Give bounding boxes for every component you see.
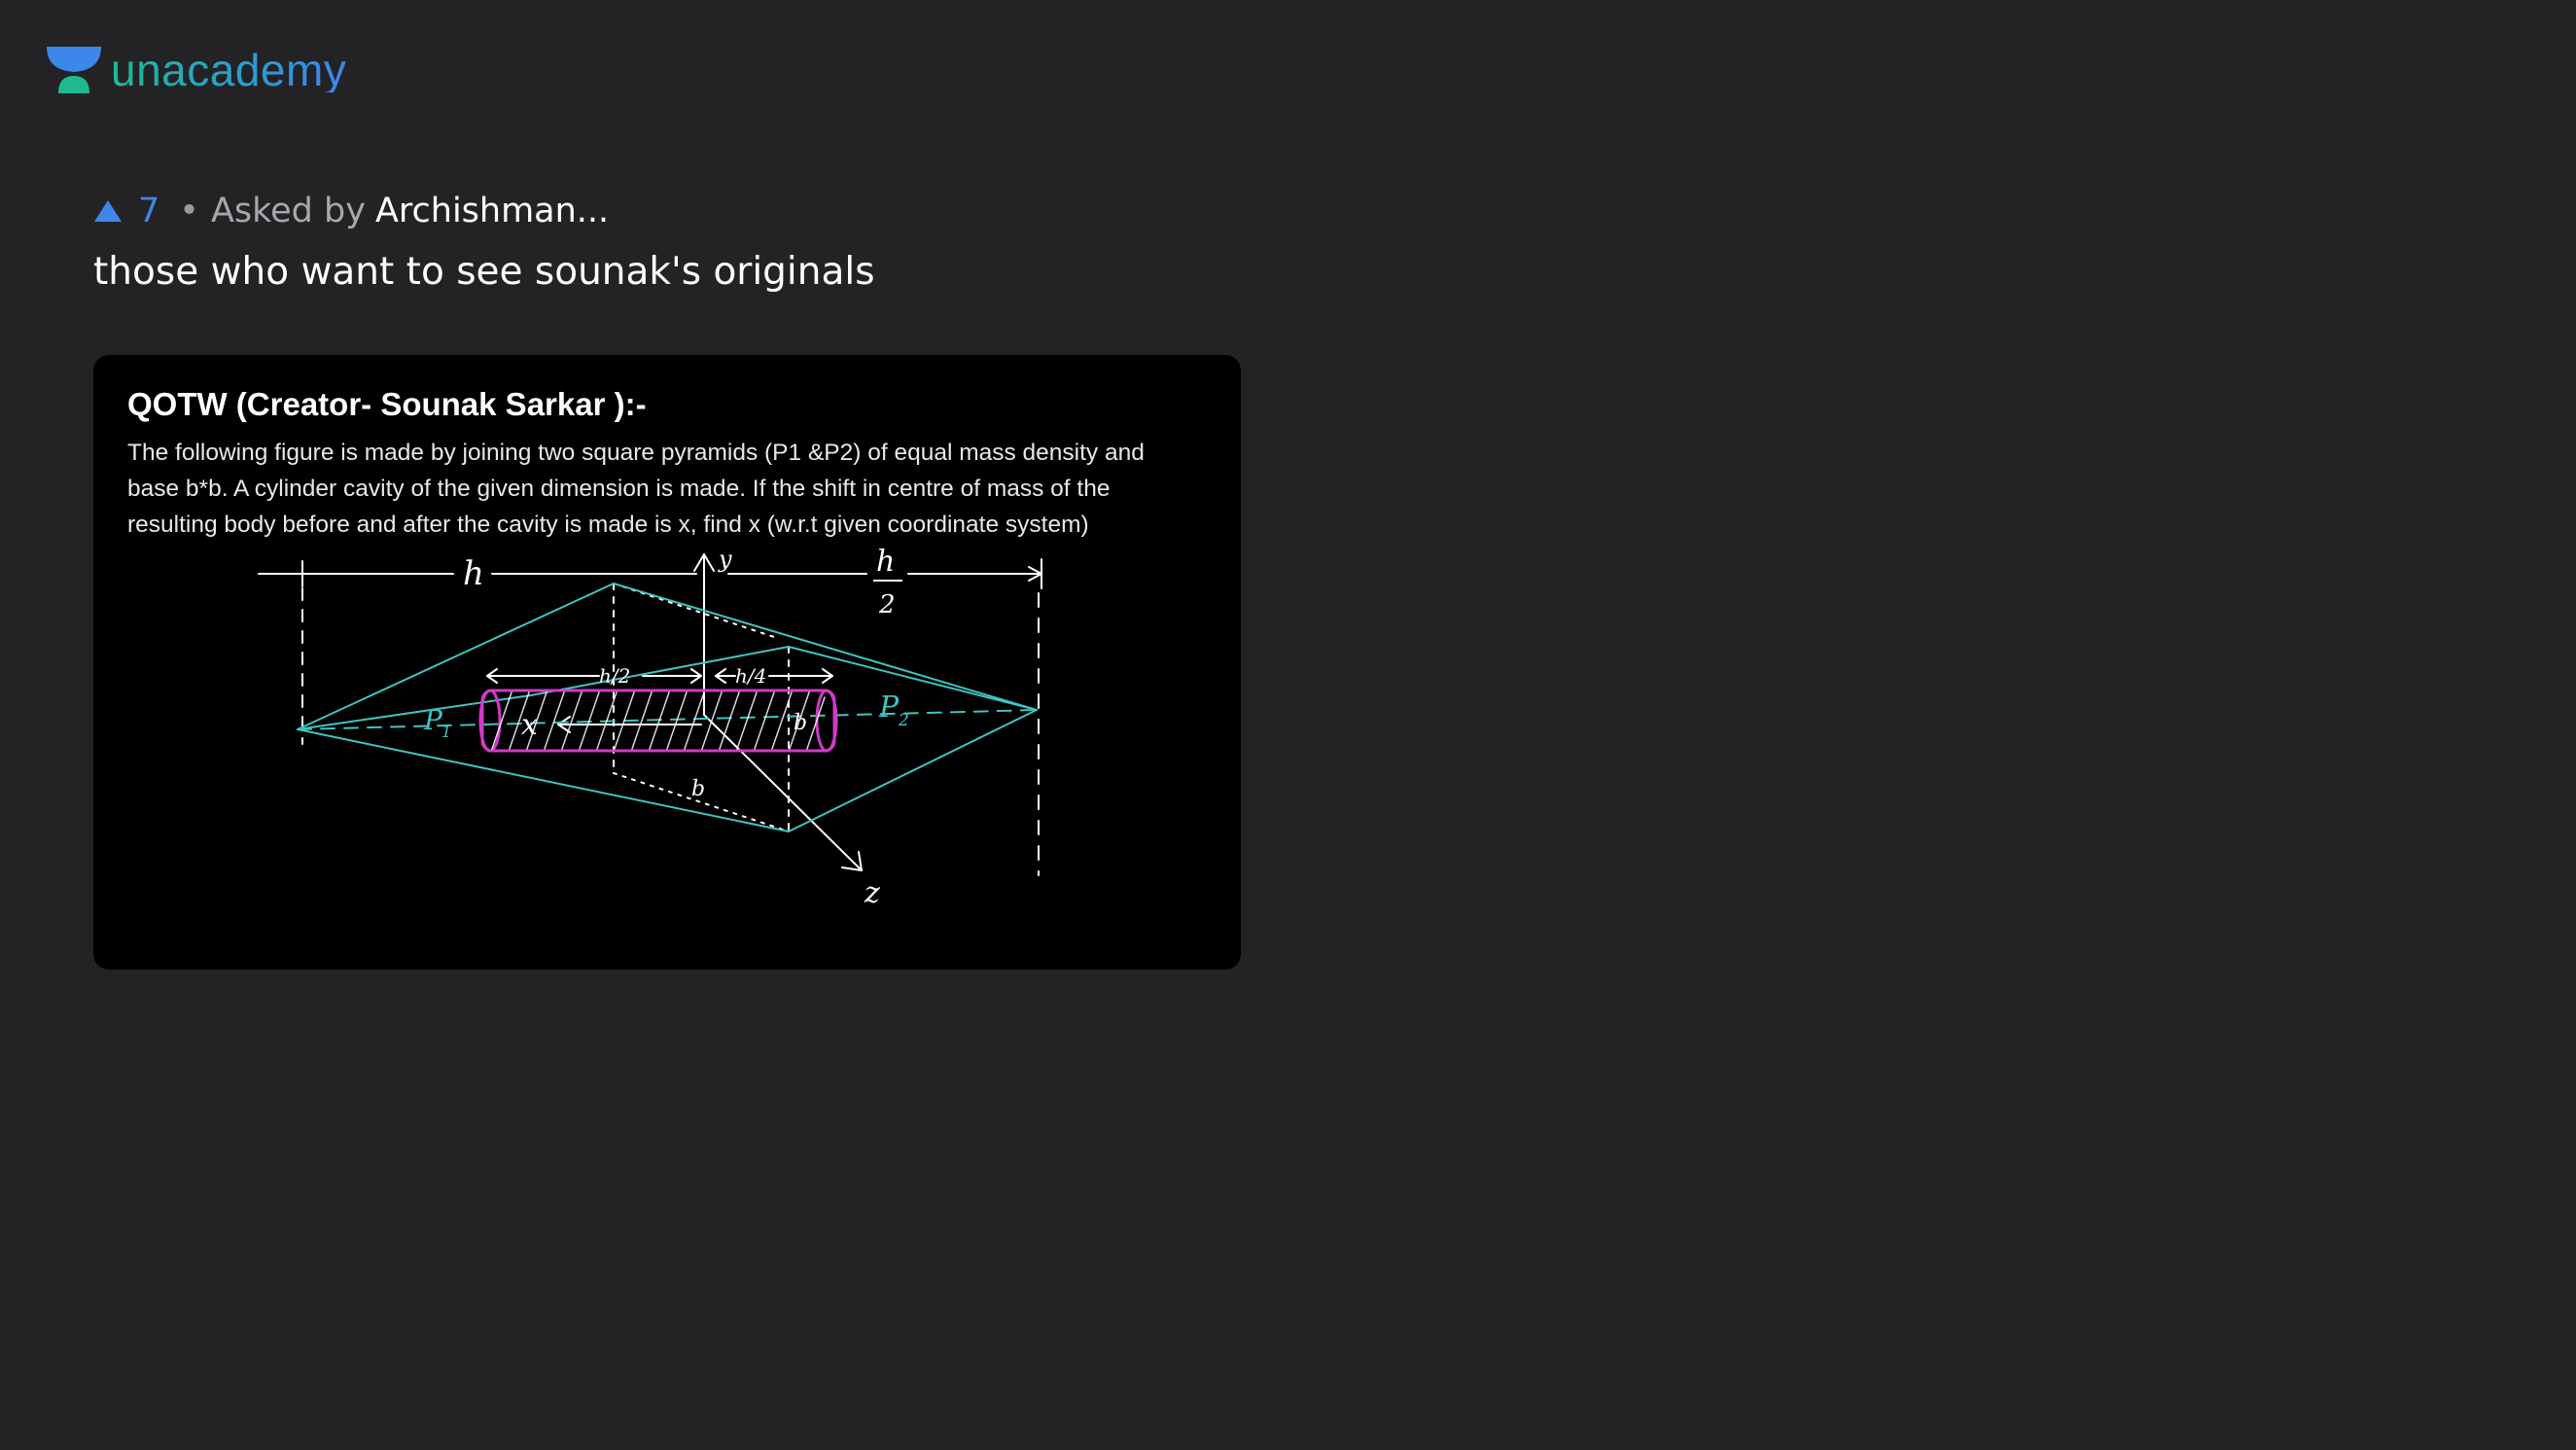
unacademy-logo[interactable]: unacademy bbox=[45, 41, 346, 99]
upvote-icon[interactable] bbox=[93, 199, 123, 223]
label-x: x bbox=[521, 708, 538, 742]
author-name[interactable]: Archishman... bbox=[374, 192, 610, 230]
label-p1-sub: 1 bbox=[441, 723, 451, 741]
label-p2-sub: 2 bbox=[898, 711, 909, 730]
label-b-bottom: b bbox=[691, 777, 705, 801]
meta-separator: • bbox=[179, 192, 199, 230]
attachment-body-line: The following figure is made by joining … bbox=[127, 440, 1145, 466]
attachment-body-line: resulting body before and after the cavi… bbox=[127, 512, 1089, 538]
attachment-body: The following figure is made by joining … bbox=[127, 435, 1217, 543]
asked-by-label: Asked by bbox=[210, 192, 366, 230]
label-h-half-num: h bbox=[876, 545, 895, 579]
label-p2: P bbox=[878, 690, 900, 725]
label-h: h bbox=[463, 554, 484, 593]
label-y-axis: y bbox=[718, 546, 732, 573]
upvote-count: 7 bbox=[138, 192, 160, 230]
question-attachment-image[interactable]: QOTW (Creator- Sounak Sarkar ):- The fol… bbox=[93, 355, 1241, 970]
label-h-over-4: h/4 bbox=[735, 664, 766, 688]
label-h-half-den: 2 bbox=[878, 590, 896, 619]
attachment-title: QOTW (Creator- Sounak Sarkar ):- bbox=[127, 386, 647, 422]
label-p1: P bbox=[423, 704, 443, 736]
pyramid-figure: h h 2 y z h/2 h/4 x b b P 1 P 2 bbox=[258, 545, 1042, 910]
label-b-small: b bbox=[794, 711, 807, 735]
logo-text: unacademy bbox=[111, 45, 347, 95]
label-h-over-2: h/2 bbox=[599, 664, 630, 688]
attachment-body-line: base b*b. A cylinder cavity of the given… bbox=[127, 476, 1111, 502]
logo-icon bbox=[47, 47, 101, 93]
question-text: those who want to see sounak's originals bbox=[93, 250, 875, 294]
label-z-axis: z bbox=[864, 876, 880, 910]
question-meta: 7 • Asked by Archishman... bbox=[93, 187, 609, 235]
